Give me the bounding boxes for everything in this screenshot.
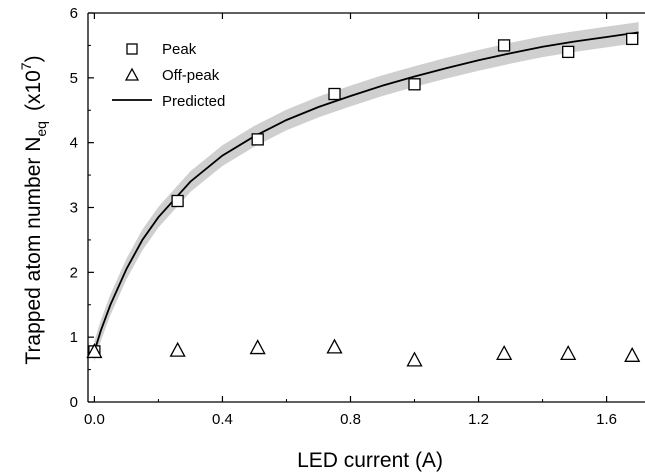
peak-point bbox=[408, 78, 421, 91]
y-tick-label: 5 bbox=[70, 70, 78, 87]
x-tick-label: 0.4 bbox=[212, 411, 233, 428]
legend-entry-off-peak: Off-peak bbox=[124, 67, 220, 84]
y-axis-title-main: Trapped atom number N bbox=[22, 137, 45, 365]
legend-entry-peak: Peak bbox=[126, 41, 197, 58]
y-tick-label: 6 bbox=[70, 5, 78, 22]
peak-point bbox=[626, 32, 639, 46]
off-peak-point bbox=[326, 338, 343, 354]
peak-point bbox=[251, 133, 264, 146]
y-axis-title-subscript: eq bbox=[33, 121, 49, 137]
y-axis-title-units-close: ) bbox=[22, 55, 45, 62]
y-tick-label: 4 bbox=[70, 135, 78, 152]
x-tick-label: 1.6 bbox=[596, 411, 617, 428]
x-tick-label: 1.2 bbox=[468, 411, 489, 428]
peak-point bbox=[562, 45, 575, 59]
legend-peak-marker bbox=[126, 43, 138, 55]
off-peak-point bbox=[406, 351, 423, 367]
legend-off-peak-label: Off-peak bbox=[162, 67, 220, 84]
predicted-line bbox=[93, 31, 639, 352]
legend: Peak Off-peak Predicted bbox=[112, 41, 225, 110]
y-tick-label: 1 bbox=[70, 329, 78, 346]
y-axis-title-exponent: 7 bbox=[18, 62, 34, 70]
off-peak-point bbox=[560, 345, 577, 361]
y-tick-label: 2 bbox=[70, 264, 78, 281]
marker-layer bbox=[86, 32, 641, 367]
y-tick-label: 3 bbox=[70, 200, 78, 217]
off-peak-point bbox=[496, 345, 513, 361]
prediction-line-layer bbox=[93, 31, 639, 352]
x-tick-label: 0.0 bbox=[84, 411, 105, 428]
x-tick-label: 0.8 bbox=[340, 411, 361, 428]
axes-layer: 0.0 0.4 0.8 1.2 1.6 0 1 2 3 4 5 6 bbox=[70, 5, 645, 428]
legend-predicted-label: Predicted bbox=[162, 93, 225, 110]
peak-point bbox=[328, 87, 341, 101]
legend-entry-predicted: Predicted bbox=[112, 93, 225, 110]
x-axis-title: LED current (A) bbox=[297, 449, 443, 472]
off-peak-point bbox=[86, 343, 103, 359]
off-peak-point bbox=[169, 341, 186, 357]
y-axis-title: Trapped atom number Neq (x107) bbox=[18, 55, 49, 364]
peak-point bbox=[171, 194, 184, 208]
y-axis-title-units: (x10 bbox=[22, 70, 45, 111]
off-peak-point bbox=[624, 346, 641, 362]
legend-off-peak-marker bbox=[124, 67, 140, 81]
y-tick-label: 0 bbox=[70, 394, 78, 411]
legend-peak-label: Peak bbox=[162, 41, 197, 58]
peak-point bbox=[497, 39, 511, 52]
off-peak-point bbox=[249, 339, 266, 355]
